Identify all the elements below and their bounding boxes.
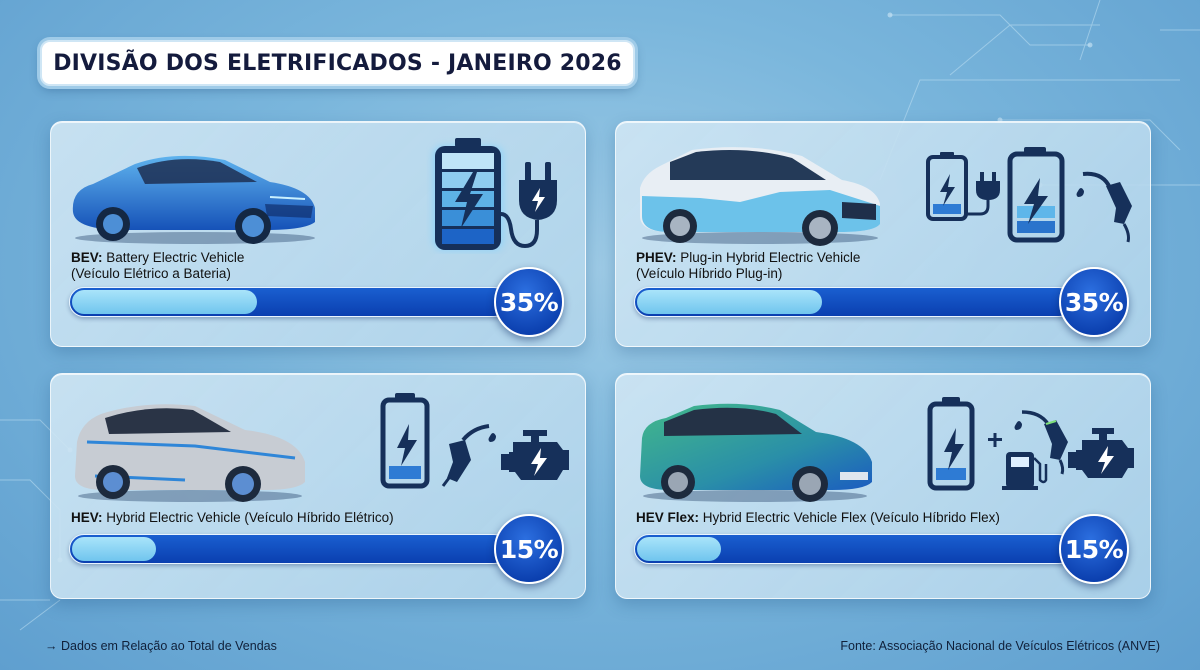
plus-icon (988, 433, 1002, 447)
phev-progress-fill (637, 290, 822, 314)
engine-icon (501, 430, 569, 480)
hev-flex-label: HEV Flex: Hybrid Electric Vehicle Flex (… (636, 510, 1000, 526)
hev-code: HEV: (71, 510, 103, 525)
battery-low-icon (926, 152, 968, 221)
hev-progress-bar (69, 534, 509, 564)
engine-icon (1068, 428, 1134, 478)
phev-name: Plug-in Hybrid Electric Vehicle (680, 250, 861, 265)
card-bev: BEV: Battery Electric Vehicle (Veículo E… (50, 121, 586, 347)
footer-source: Fonte: Associação Nacional de Veículos E… (840, 639, 1160, 653)
bev-percent-badge: 35% (494, 267, 564, 337)
hev-flex-progress-bar (634, 534, 1074, 564)
hev-label: HEV: Hybrid Electric Vehicle (Veículo Hí… (71, 510, 394, 526)
silver-hatchback-image (75, 404, 305, 502)
hev-name: Hybrid Electric Vehicle (Veículo Híbrido… (106, 510, 394, 525)
card-hev: HEV: Hybrid Electric Vehicle (Veículo Hí… (50, 373, 586, 599)
battery-low-icon (380, 393, 430, 489)
phev-icons (926, 147, 1132, 243)
card-hev-flex: HEV Flex: Hybrid Electric Vehicle Flex (… (615, 373, 1151, 599)
plug-icon (500, 162, 557, 249)
card-phev: PHEV: Plug-in Hybrid Electric Vehicle (V… (615, 121, 1151, 347)
battery-full-icon (435, 138, 501, 250)
phev-percent-badge: 35% (1059, 267, 1129, 337)
title-banner: DIVISÃO DOS ELETRIFICADOS - JANEIRO 2026 (40, 40, 635, 86)
hev-flex-code: HEV Flex: (636, 510, 700, 525)
bev-progress-fill (72, 290, 257, 314)
bev-code: BEV: (71, 250, 103, 265)
fuel-nozzle-icon (1076, 171, 1132, 243)
hev-percent-badge: 15% (494, 514, 564, 584)
bev-name-pt: (Veículo Elétrico a Bateria) (71, 266, 231, 281)
hev-progress-fill (72, 537, 156, 561)
bev-name: Battery Electric Vehicle (106, 250, 245, 265)
bev-label: BEV: Battery Electric Vehicle (Veículo E… (71, 250, 244, 282)
hev-flex-progress-fill (637, 537, 721, 561)
hev-flex-percent-badge: 15% (1059, 514, 1129, 584)
battery-half-icon (1007, 147, 1065, 243)
plug-icon (966, 172, 1000, 216)
phev-label: PHEV: Plug-in Hybrid Electric Vehicle (V… (636, 250, 860, 282)
fuel-nozzle-icon (441, 424, 496, 487)
phev-code: PHEV: (636, 250, 677, 265)
battery-plug-icons (433, 138, 557, 250)
green-blue-wagon-image (640, 403, 872, 502)
battery-low-icon (927, 397, 975, 491)
bev-progress-bar (69, 287, 509, 317)
hev-icons (380, 393, 569, 489)
phev-progress-bar (634, 287, 1074, 317)
hev-flex-icons (927, 397, 1134, 491)
white-blue-suv-image (640, 147, 880, 246)
footer-note: → Dados em Relação ao Total de Vendas (45, 639, 277, 653)
fuel-nozzle-icon (1014, 410, 1068, 475)
blue-electric-sedan-image (72, 155, 315, 244)
page-title: DIVISÃO DOS ELETRIFICADOS - JANEIRO 2026 (53, 50, 622, 76)
phev-name-pt: (Veículo Híbrido Plug-in) (636, 266, 783, 281)
hev-flex-name: Hybrid Electric Vehicle Flex (Veículo Hí… (702, 510, 1000, 525)
fuel-pump-icon (1002, 452, 1048, 490)
